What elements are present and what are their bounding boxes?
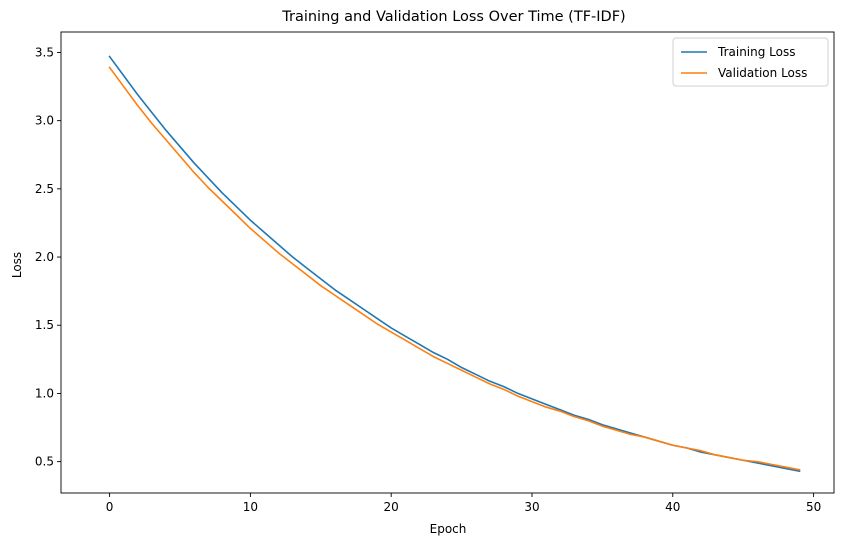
x-tick-label: 0 xyxy=(106,500,114,514)
plot-area xyxy=(60,31,835,494)
y-tick-label: 1.5 xyxy=(35,318,54,332)
x-tick-label: 40 xyxy=(665,500,680,514)
legend-label-training-loss: Training Loss xyxy=(717,45,795,59)
y-axis: 0.5 1.0 1.5 2.0 2.5 3.0 3.5 xyxy=(35,45,61,469)
series-line-training-loss xyxy=(108,55,801,473)
x-tick-label: 20 xyxy=(384,500,399,514)
x-axis: 0 10 20 30 40 50 xyxy=(106,493,821,514)
x-tick-label: 50 xyxy=(806,500,821,514)
chart-title: Training and Validation Loss Over Time (… xyxy=(281,9,625,25)
y-tick-label: 3.0 xyxy=(35,114,54,128)
x-axis-label: Epoch xyxy=(430,522,467,536)
series-line-validation-loss xyxy=(108,66,801,471)
x-tick-label: 30 xyxy=(524,500,539,514)
legend-box xyxy=(672,37,829,87)
legend: Training Loss Validation Loss xyxy=(672,37,829,87)
y-tick-label: 2.5 xyxy=(35,182,54,196)
x-tick-label: 10 xyxy=(243,500,258,514)
y-tick-label: 2.0 xyxy=(35,250,54,264)
y-tick-label: 0.5 xyxy=(35,455,54,469)
y-tick-label: 1.0 xyxy=(35,386,54,400)
y-tick-label: 3.5 xyxy=(35,45,54,59)
plot-frame xyxy=(60,31,835,494)
y-axis-label: Loss xyxy=(10,252,24,278)
legend-label-validation-loss: Validation Loss xyxy=(718,66,807,80)
